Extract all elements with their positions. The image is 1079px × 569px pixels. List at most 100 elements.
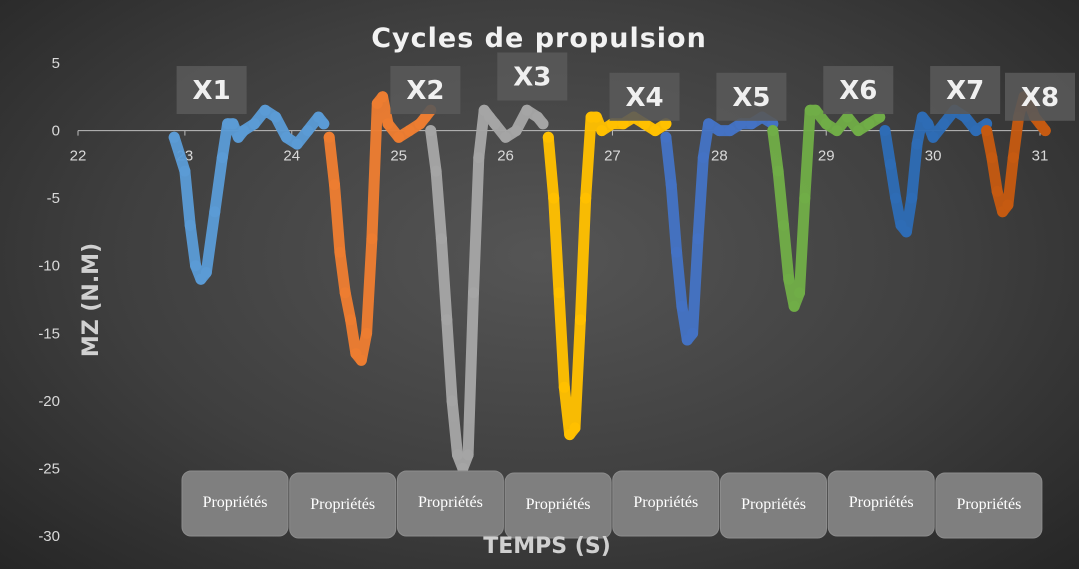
x-tick-label: 27 <box>604 148 621 165</box>
properties-button-bg[interactable] <box>289 472 397 539</box>
data-point <box>468 287 479 299</box>
properties-button-1[interactable]: Propriétés <box>181 470 289 537</box>
cycle-label-text: X6 <box>839 76 877 106</box>
data-point <box>1039 125 1051 137</box>
data-point <box>569 422 581 434</box>
data-point <box>334 246 346 258</box>
cycle-label-box <box>1005 72 1075 121</box>
data-point <box>553 287 565 299</box>
y-tick-label: -15 <box>38 325 60 342</box>
data-point <box>639 118 650 130</box>
data-point <box>927 131 939 143</box>
data-point <box>959 111 971 123</box>
data-point <box>361 327 373 339</box>
data-point <box>366 233 378 245</box>
y-tick-label: -25 <box>38 460 60 477</box>
series-line-1 <box>168 104 330 285</box>
data-point <box>724 125 736 137</box>
data-point <box>665 179 677 191</box>
data-point <box>558 381 570 393</box>
data-point <box>890 192 902 204</box>
properties-button-bg[interactable] <box>181 470 289 537</box>
properties-button-3[interactable]: Propriétés <box>396 470 504 537</box>
data-point <box>879 125 891 137</box>
data-point <box>329 179 340 191</box>
data-point <box>248 118 260 130</box>
data-point <box>938 118 950 130</box>
data-point <box>318 118 330 130</box>
properties-button-bg[interactable] <box>612 470 720 537</box>
data-point <box>500 131 512 143</box>
properties-button-6[interactable]: Propriétés <box>720 472 827 539</box>
data-point <box>452 449 463 461</box>
cycle-label-text: X3 <box>513 63 551 93</box>
cycle-label-box <box>497 52 568 101</box>
data-point <box>863 118 875 130</box>
data-point <box>377 91 389 103</box>
data-point <box>190 260 202 272</box>
data-point <box>831 125 843 137</box>
properties-button-7[interactable]: Propriétés <box>827 470 935 537</box>
x-tick-label: 26 <box>497 148 514 165</box>
data-point <box>884 158 896 170</box>
data-point <box>596 125 608 137</box>
properties-button-bg[interactable] <box>396 470 504 537</box>
data-point <box>852 125 864 137</box>
properties-button-label[interactable]: Propriétés <box>956 496 1021 513</box>
data-point <box>900 226 912 238</box>
properties-button-5[interactable]: Propriétés <box>612 470 720 537</box>
properties-button-label[interactable]: Propriétés <box>526 496 591 513</box>
properties-button-label[interactable]: Propriétés <box>203 494 268 511</box>
cycle-label: X3 <box>497 52 568 101</box>
properties-button-bg[interactable] <box>935 472 1043 539</box>
data-point <box>355 354 367 366</box>
properties-button-bg[interactable] <box>720 472 827 539</box>
cycle-label-box <box>823 66 894 115</box>
properties-button-bg[interactable] <box>827 470 935 537</box>
cycle-label-text: X5 <box>732 83 770 113</box>
data-point <box>580 192 592 204</box>
properties-button-2[interactable]: Propriétés <box>289 472 397 539</box>
properties-button-8[interactable]: Propriétés <box>935 472 1043 539</box>
data-point <box>280 131 292 143</box>
data-point <box>323 131 335 143</box>
data-point <box>227 118 239 130</box>
properties-button-4[interactable]: Propriétés <box>504 472 612 539</box>
data-point <box>874 111 886 123</box>
data-point <box>713 125 725 137</box>
data-point <box>441 314 453 326</box>
data-point <box>911 138 923 150</box>
data-point <box>403 125 415 137</box>
cycle-label-text: X4 <box>625 83 663 113</box>
data-point <box>735 118 747 130</box>
data-point <box>510 125 522 137</box>
data-point <box>425 125 437 137</box>
properties-button-label[interactable]: Propriétés <box>418 494 483 511</box>
data-point <box>435 233 447 245</box>
properties-button-label[interactable]: Propriétés <box>849 494 914 511</box>
data-point <box>393 131 405 143</box>
properties-button-label[interactable]: Propriétés <box>741 496 806 513</box>
data-point <box>542 131 554 143</box>
data-point <box>446 395 458 407</box>
data-point <box>810 104 821 116</box>
data-point <box>606 118 618 130</box>
properties-button-label[interactable]: Propriétés <box>310 496 375 513</box>
data-point <box>548 192 560 204</box>
x-tick-label: 25 <box>390 148 407 165</box>
data-point <box>1002 199 1014 211</box>
cycle-label: X5 <box>716 72 787 121</box>
properties-button-bg[interactable] <box>504 472 612 539</box>
y-tick-label: -5 <box>47 190 60 207</box>
data-point <box>179 165 191 177</box>
data-point <box>200 267 212 278</box>
data-point <box>671 246 683 258</box>
x-tick-label: 30 <box>925 148 942 165</box>
properties-button-label[interactable]: Propriétés <box>633 494 698 511</box>
data-point <box>574 314 586 326</box>
data-point <box>462 449 474 461</box>
y-tick-label: -30 <box>38 528 60 545</box>
data-point <box>590 111 602 123</box>
data-point <box>382 118 394 130</box>
